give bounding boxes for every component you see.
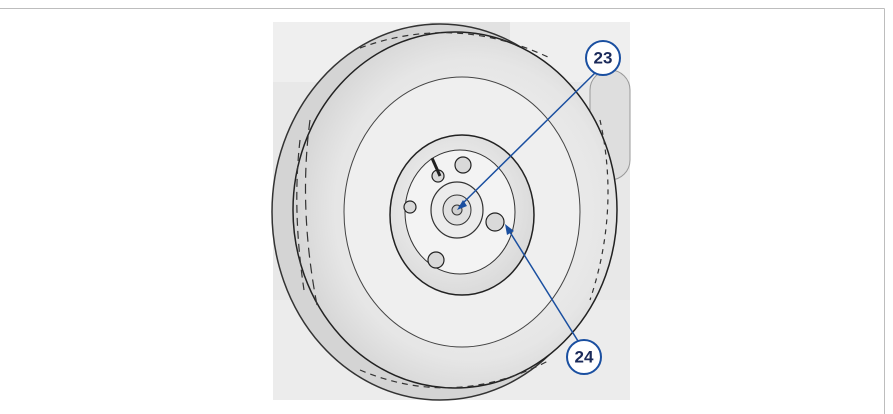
- figure: 23 24: [0, 0, 893, 414]
- callout-label: 23: [594, 49, 613, 68]
- callout-label: 24: [575, 348, 594, 367]
- page: {"callouts": [{"label": "23"}, {"label":…: [0, 0, 893, 414]
